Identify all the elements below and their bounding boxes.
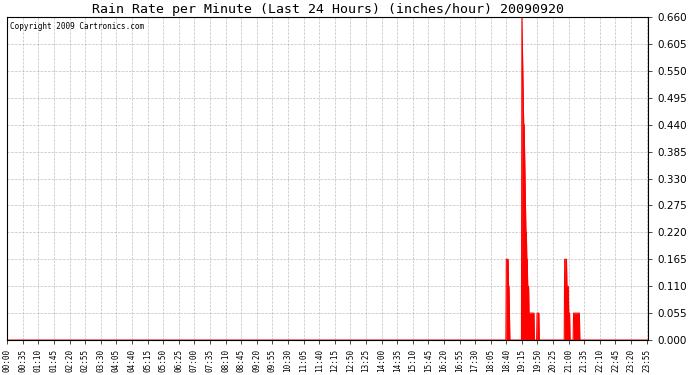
Title: Rain Rate per Minute (Last 24 Hours) (inches/hour) 20090920: Rain Rate per Minute (Last 24 Hours) (in…: [92, 3, 564, 16]
Text: Copyright 2009 Cartronics.com: Copyright 2009 Cartronics.com: [10, 22, 145, 31]
